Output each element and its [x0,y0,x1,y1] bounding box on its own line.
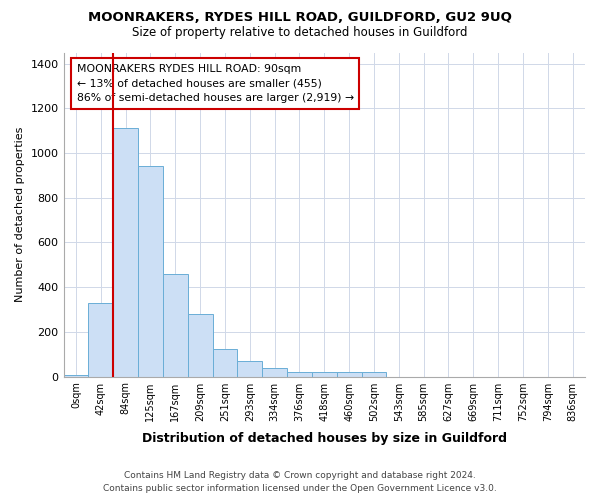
Text: Contains HM Land Registry data © Crown copyright and database right 2024.: Contains HM Land Registry data © Crown c… [124,471,476,480]
X-axis label: Distribution of detached houses by size in Guildford: Distribution of detached houses by size … [142,432,507,445]
Bar [312,372,337,376]
Bar [113,128,138,376]
Bar [238,361,262,376]
Text: MOONRAKERS RYDES HILL ROAD: 90sqm
← 13% of detached houses are smaller (455)
86%: MOONRAKERS RYDES HILL ROAD: 90sqm ← 13% … [77,64,354,104]
Bar [64,374,88,376]
Bar [362,372,386,376]
Bar [262,368,287,376]
Bar [337,372,362,376]
Bar [88,303,113,376]
Text: Size of property relative to detached houses in Guildford: Size of property relative to detached ho… [132,26,468,39]
Bar [212,348,238,376]
Bar [138,166,163,376]
Bar [188,314,212,376]
Text: Contains public sector information licensed under the Open Government Licence v3: Contains public sector information licen… [103,484,497,493]
Bar [287,372,312,376]
Y-axis label: Number of detached properties: Number of detached properties [15,127,25,302]
Bar [163,274,188,376]
Text: MOONRAKERS, RYDES HILL ROAD, GUILDFORD, GU2 9UQ: MOONRAKERS, RYDES HILL ROAD, GUILDFORD, … [88,11,512,24]
